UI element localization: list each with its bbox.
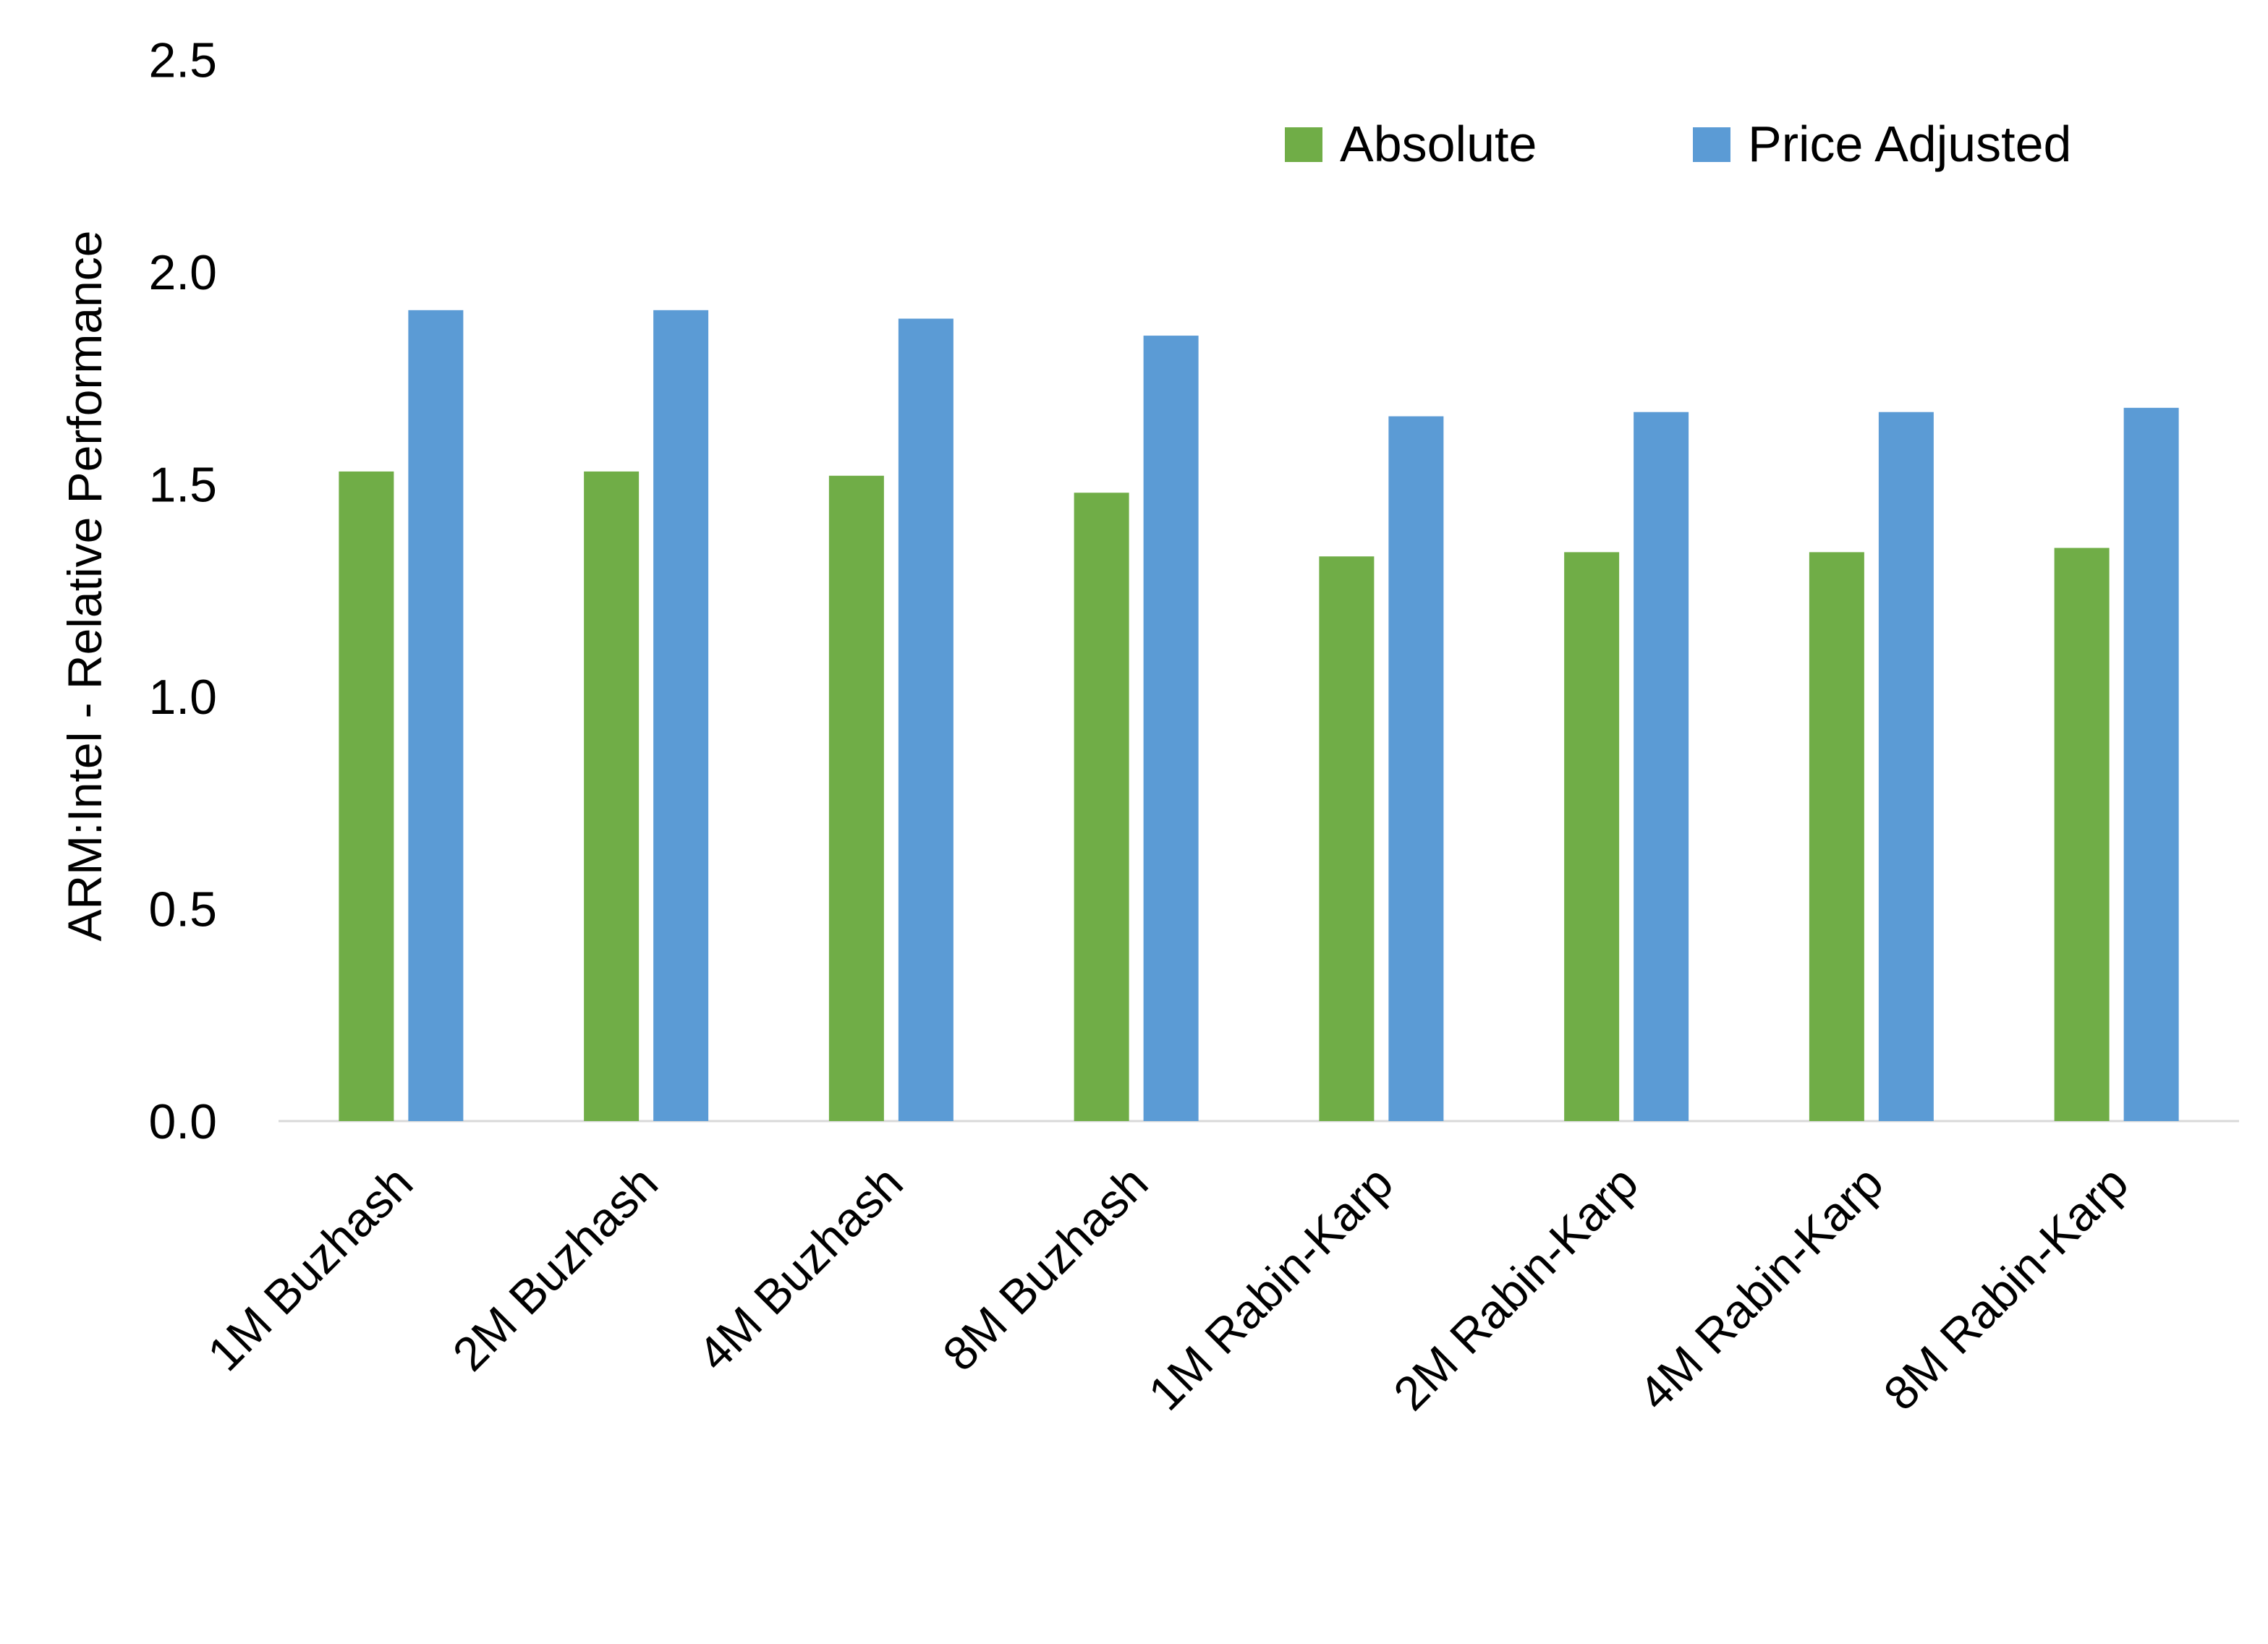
legend: Absolute Price Adjusted — [1285, 116, 2071, 172]
x-tick-label: 8M Rabin-Karp — [1873, 1156, 2138, 1421]
x-tick-label: 8M Buzhash — [933, 1156, 1158, 1381]
bar-price-adjusted — [1634, 412, 1689, 1121]
bar-absolute — [584, 471, 640, 1121]
bar-price-adjusted — [1143, 336, 1199, 1121]
x-tick-label: 2M Buzhash — [442, 1156, 668, 1381]
bar-price-adjusted — [1388, 416, 1444, 1121]
bar-absolute — [339, 471, 394, 1121]
legend-swatch — [1693, 127, 1730, 162]
bar-absolute — [1074, 493, 1129, 1121]
x-tick-label: 1M Rabin-Karp — [1138, 1156, 1403, 1421]
bar-price-adjusted — [2123, 407, 2179, 1121]
legend-label: Price Adjusted — [1748, 116, 2071, 172]
bar-absolute — [1319, 556, 1375, 1121]
y-tick-label: 2.0 — [148, 245, 217, 300]
y-axis-label: ARM:Intel - Relative Performance — [58, 230, 111, 941]
legend-label: Absolute — [1340, 116, 1537, 172]
y-tick-label: 1.5 — [148, 458, 217, 513]
bar-absolute — [1564, 552, 1620, 1121]
y-tick-label: 2.5 — [148, 33, 217, 88]
x-tick-label: 2M Rabin-Karp — [1383, 1156, 1648, 1421]
x-tick-label: 1M Buzhash — [198, 1156, 423, 1381]
bar-absolute — [828, 475, 884, 1121]
bar-absolute — [2054, 548, 2110, 1121]
x-tick-label: 4M Rabin-Karp — [1628, 1156, 1893, 1421]
y-tick-label: 1.0 — [148, 670, 217, 725]
y-tick-label: 0.5 — [148, 882, 217, 937]
bar-price-adjusted — [408, 310, 464, 1122]
legend-swatch — [1285, 127, 1322, 162]
bar-absolute — [1809, 552, 1864, 1121]
x-tick-label: 4M Buzhash — [687, 1156, 913, 1381]
y-tick-label: 0.0 — [148, 1094, 217, 1149]
bar-price-adjusted — [898, 318, 954, 1121]
bar-price-adjusted — [1878, 412, 1934, 1121]
bar-price-adjusted — [653, 310, 709, 1122]
